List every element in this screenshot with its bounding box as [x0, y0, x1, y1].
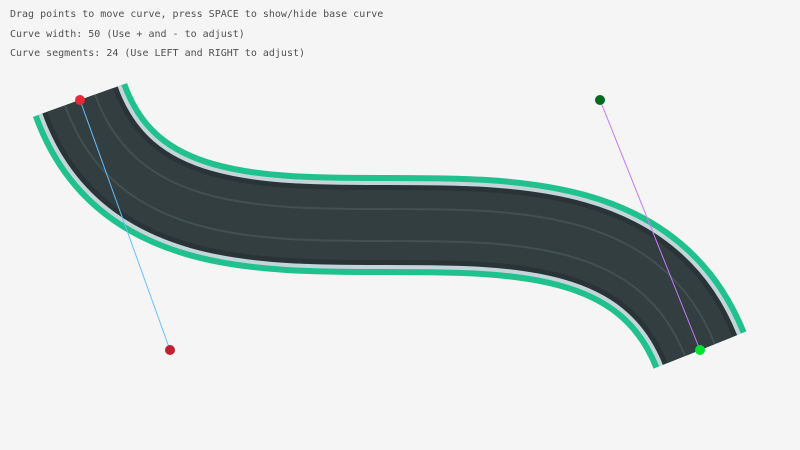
road-curve [32, 81, 747, 371]
end-point[interactable] [695, 345, 705, 355]
start-control-point[interactable] [165, 345, 175, 355]
instruction-segments: Curve segments: 24 (Use LEFT and RIGHT t… [10, 48, 306, 59]
end-handle-line [599, 99, 701, 351]
instruction-width: Curve width: 50 (Use + and - to adjust) [10, 29, 245, 40]
instruction-drag: Drag points to move curve, press SPACE t… [10, 9, 384, 20]
end-control-point[interactable] [595, 95, 605, 105]
start-point[interactable] [75, 95, 85, 105]
road-center [65, 94, 714, 356]
start-handle-line [79, 99, 171, 351]
